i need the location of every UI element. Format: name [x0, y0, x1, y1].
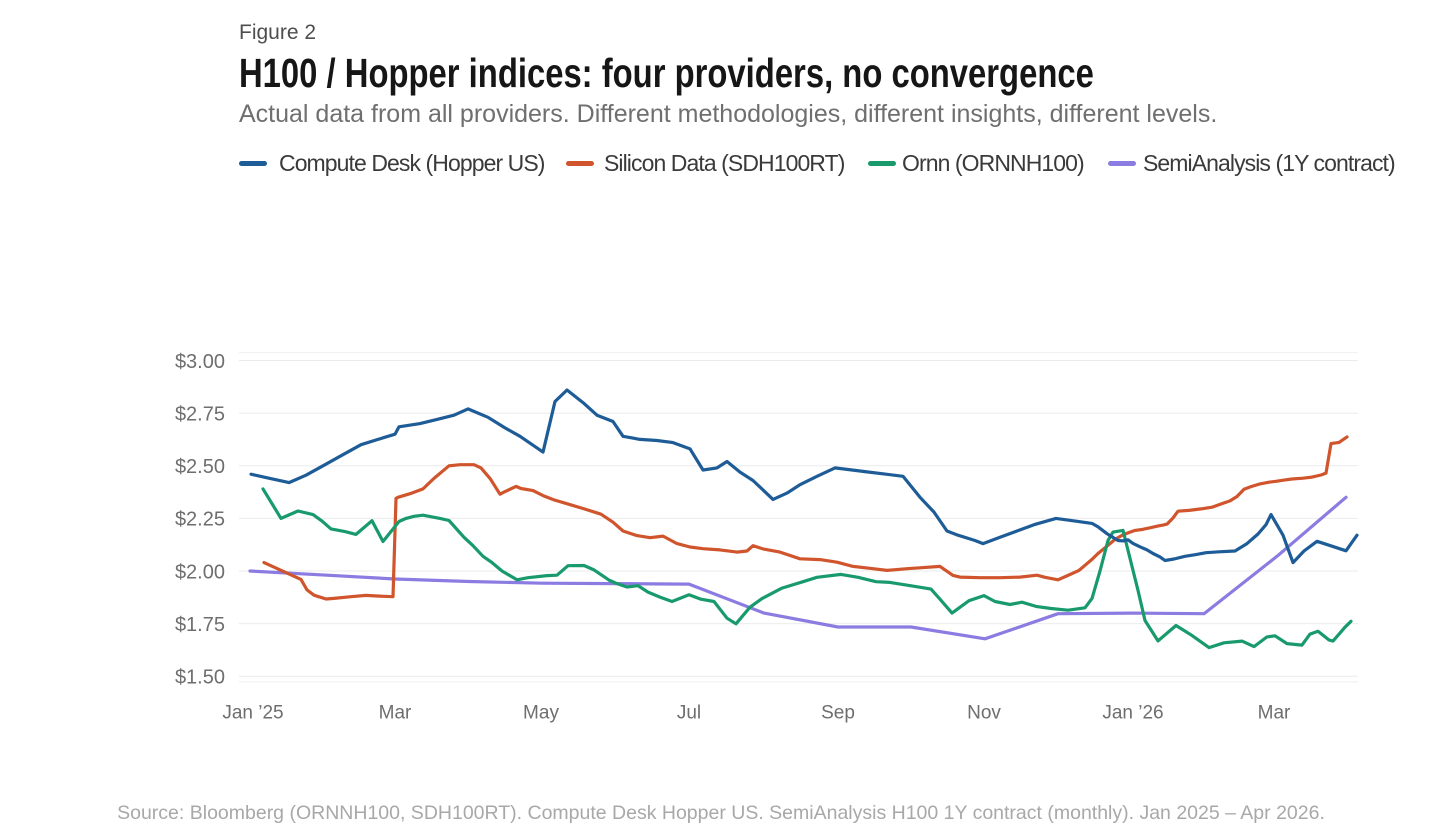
svg-text:Mar: Mar	[379, 703, 412, 724]
svg-text:$2.50: $2.50	[175, 456, 225, 478]
svg-text:Jul: Jul	[677, 703, 701, 724]
svg-text:$2.75: $2.75	[175, 403, 225, 425]
svg-text:Sep: Sep	[821, 703, 855, 724]
svg-text:Jan ’25: Jan ’25	[222, 703, 283, 724]
svg-text:Nov: Nov	[967, 703, 1001, 724]
svg-text:$2.00: $2.00	[175, 561, 225, 583]
svg-text:Mar: Mar	[1258, 703, 1291, 724]
svg-text:May: May	[523, 703, 559, 724]
svg-text:$2.25: $2.25	[175, 509, 225, 531]
svg-text:$1.75: $1.75	[175, 614, 225, 636]
svg-text:$3.00: $3.00	[175, 351, 225, 373]
svg-text:Jan ’26: Jan ’26	[1102, 703, 1163, 724]
svg-text:$1.50: $1.50	[175, 667, 225, 689]
